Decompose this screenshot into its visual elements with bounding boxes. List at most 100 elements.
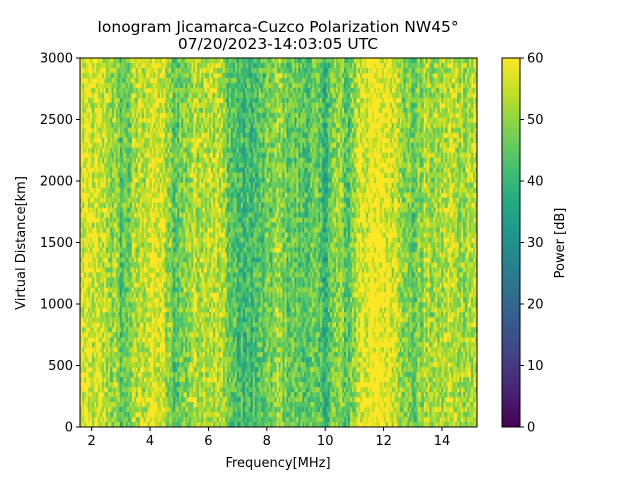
heatmap-cell (401, 72, 404, 79)
chart-subtitle: 07/20/2023-14:03:05 UTC (178, 35, 378, 53)
heatmap-cell (175, 102, 178, 109)
heatmap-cell (266, 187, 269, 193)
heatmap-cell (240, 187, 244, 193)
heatmap-cell (256, 202, 259, 208)
heatmap-cell (216, 82, 220, 89)
heatmap-cell (338, 157, 341, 164)
heatmap-cell (407, 147, 410, 154)
heatmap-cell (389, 202, 392, 208)
heatmap-cell (244, 102, 248, 109)
heatmap-cell (238, 142, 242, 149)
heatmap-cell (89, 162, 93, 169)
heatmap-cell (296, 58, 299, 64)
heatmap-cell (143, 87, 146, 94)
heatmap-cell (97, 87, 101, 94)
heatmap-cell (417, 102, 420, 109)
heatmap-cell (161, 117, 164, 124)
heatmap-cell (211, 167, 214, 174)
heatmap-cell (347, 102, 351, 109)
heatmap-cell (127, 92, 130, 99)
heatmap-cell (296, 62, 299, 69)
heatmap-cell (87, 77, 91, 84)
heatmap-cell (475, 137, 477, 144)
heatmap-cell (274, 77, 277, 84)
heatmap-cell (141, 177, 144, 184)
heatmap-cell (99, 147, 103, 154)
heatmap-cell (401, 87, 404, 94)
heatmap-cell (244, 167, 248, 174)
heatmap-cell (292, 137, 295, 144)
heatmap-cell (175, 58, 178, 64)
heatmap-cell (272, 122, 275, 129)
heatmap-cell (403, 62, 406, 69)
heatmap-cell (294, 67, 297, 74)
heatmap-cell (252, 72, 256, 79)
heatmap-cell (205, 67, 208, 74)
heatmap-cell (463, 157, 466, 164)
heatmap-cell (169, 152, 172, 159)
heatmap-cell (127, 97, 130, 104)
heatmap-cell (471, 152, 474, 159)
heatmap-cell (397, 147, 400, 154)
heatmap-cell (115, 67, 119, 74)
heatmap-cell (224, 62, 228, 69)
heatmap-cell (447, 192, 450, 198)
heatmap-cell (326, 142, 329, 149)
heatmap-cell (401, 112, 404, 119)
heatmap-cell (413, 132, 416, 139)
heatmap-cell (228, 117, 232, 124)
heatmap-cell (431, 97, 434, 104)
heatmap-cell (363, 107, 367, 114)
heatmap-cell (252, 187, 256, 193)
heatmap-cell (175, 172, 178, 179)
heatmap-cell (264, 187, 267, 193)
heatmap-cell (207, 72, 210, 79)
heatmap-cell (187, 137, 190, 144)
heatmap-cell (264, 58, 267, 64)
heatmap-cell (433, 177, 436, 184)
heatmap-cell (334, 112, 337, 119)
heatmap-cell (183, 58, 186, 64)
heatmap-cell (312, 117, 315, 124)
heatmap-cell (421, 127, 424, 134)
heatmap-cell (224, 187, 228, 193)
heatmap-cell (455, 197, 458, 203)
heatmap-cell (213, 147, 216, 154)
heatmap-cell (457, 92, 460, 99)
heatmap-cell (433, 102, 436, 109)
heatmap-cell (234, 87, 238, 94)
heatmap-cell (347, 58, 351, 64)
heatmap-cell (195, 207, 198, 213)
heatmap-cell (314, 117, 317, 124)
heatmap-cell (286, 157, 289, 164)
heatmap-cell (213, 137, 216, 144)
heatmap-cell (320, 142, 323, 149)
heatmap-cell (437, 97, 440, 104)
heatmap-cell (93, 102, 97, 109)
heatmap-cell (409, 117, 412, 124)
heatmap-cell (387, 92, 391, 99)
heatmap-cell (318, 97, 321, 104)
heatmap-cell (457, 67, 460, 74)
heatmap-cell (411, 147, 414, 154)
heatmap-cell (457, 107, 460, 114)
heatmap-cell (115, 72, 119, 79)
heatmap-cell (216, 122, 220, 129)
heatmap-cell (117, 192, 121, 198)
heatmap-cell (173, 192, 176, 198)
heatmap-cell (425, 157, 428, 164)
heatmap-cell (288, 122, 291, 129)
heatmap-cell (383, 77, 387, 84)
heatmap-cell (230, 87, 234, 94)
heatmap-cell (407, 162, 410, 169)
heatmap-cell (224, 77, 228, 84)
heatmap-cell (334, 72, 337, 79)
heatmap-cell (401, 162, 404, 169)
heatmap-cell (270, 187, 273, 193)
heatmap-cell (415, 122, 418, 129)
heatmap-cell (181, 117, 184, 124)
heatmap-cell (344, 112, 347, 119)
heatmap-cell (302, 157, 305, 164)
heatmap-cell (282, 77, 285, 84)
heatmap-cell (99, 92, 103, 99)
